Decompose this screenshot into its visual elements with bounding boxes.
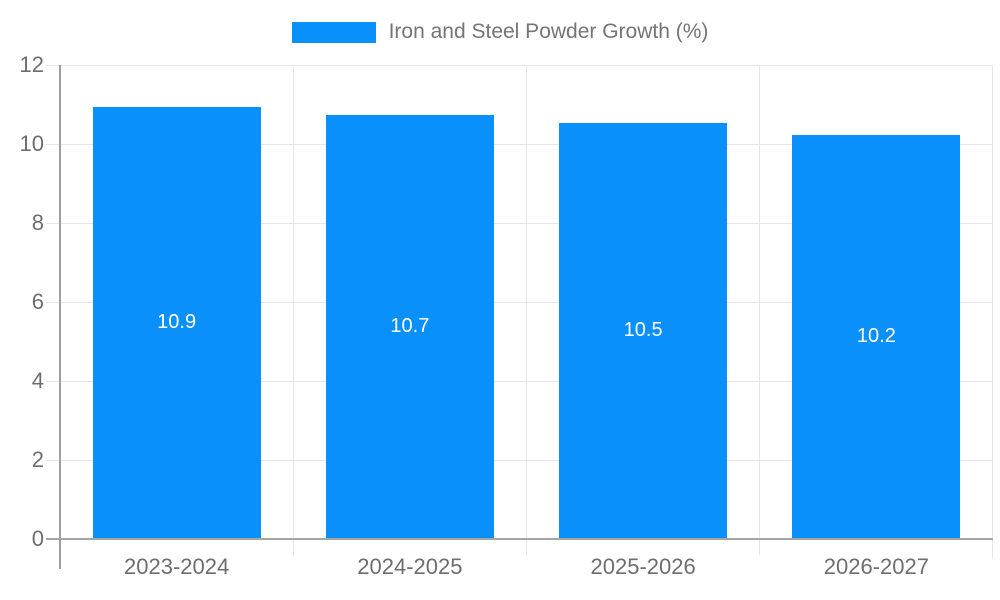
x-axis-line [46, 538, 993, 540]
bar[interactable]: 10.2 [792, 135, 961, 538]
category-separator [526, 65, 527, 555]
plot-area: 0 2 4 6 8 10 12 10.9 2023-2024 10.7 2024-2025 10.5 2… [20, 52, 993, 579]
bar-value-label: 10.9 [157, 311, 197, 334]
category-separator [292, 65, 294, 555]
legend-label: Iron and Steel Powder Growth (%) [388, 20, 709, 43]
y-gridline [46, 222, 993, 224]
bar-value-label: 10.2 [856, 325, 896, 348]
bar[interactable]: 10.7 [325, 115, 494, 538]
legend-swatch-icon [291, 21, 376, 43]
y-gridline [46, 64, 993, 66]
y-axis-tick-label: 12 [19, 52, 44, 77]
bar-value-label: 10.5 [623, 319, 663, 342]
category-separator [759, 65, 761, 555]
y-axis-tick-label: 6 [31, 289, 44, 314]
bar-value-label: 10.7 [390, 315, 430, 338]
bar[interactable]: 10.5 [559, 123, 728, 538]
y-axis-line [59, 65, 61, 569]
y-gridline [46, 143, 993, 145]
y-axis-tick-label: 8 [31, 210, 44, 235]
plot-right-border [992, 65, 993, 559]
y-axis-tick-label: 0 [31, 526, 44, 551]
x-axis-label: 2025-2026 [590, 554, 696, 579]
y-gridline [46, 380, 993, 382]
y-axis-tick-label: 2 [31, 447, 44, 472]
bar[interactable]: 10.9 [92, 107, 261, 538]
x-axis-label: 2024-2025 [357, 554, 463, 579]
y-axis-tick-label: 10 [19, 131, 44, 156]
x-axis-label: 2023-2024 [124, 554, 230, 579]
chart-legend: Iron and Steel Powder Growth (%) [0, 20, 1000, 44]
y-gridline [46, 301, 993, 303]
y-axis-tick-label: 4 [31, 368, 44, 393]
y-gridline [46, 459, 993, 461]
x-axis-label: 2026-2027 [823, 554, 929, 579]
